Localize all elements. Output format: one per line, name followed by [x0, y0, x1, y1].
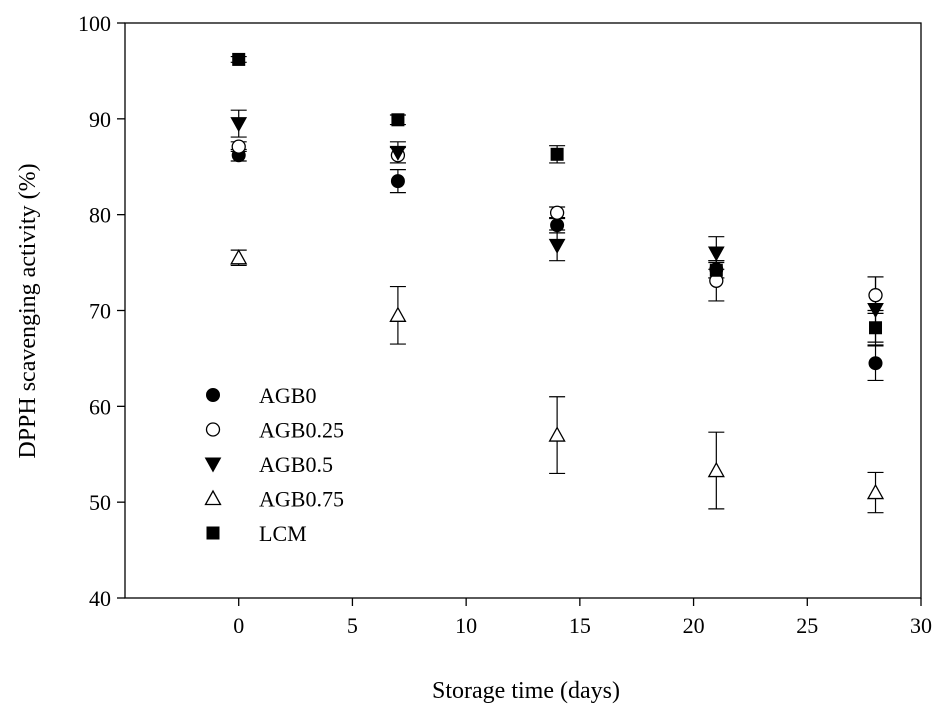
y-tick-label: 60 — [89, 394, 111, 419]
legend-label-agb0-75: AGB0.75 — [259, 487, 344, 512]
data-point-agb0-75 — [548, 426, 566, 442]
data-point-agb0-75 — [866, 483, 885, 500]
data-point-agb0-5 — [867, 303, 884, 319]
y-tick-label: 70 — [89, 299, 111, 324]
legend-label-agb0-5: AGB0.5 — [259, 452, 333, 477]
data-point-agb0-75 — [707, 461, 725, 478]
x-axis-title: Storage time (days) — [432, 678, 620, 704]
axes: 0 5 10 15 20 25 30 40 50 60 70 80 90 100 — [78, 11, 932, 638]
data-point-lcm — [391, 113, 405, 127]
data-point-lcm — [550, 147, 564, 161]
y-tick-label: 40 — [89, 586, 111, 611]
data-point-agb0-25 — [231, 139, 246, 154]
x-tick-label: 25 — [796, 613, 818, 638]
legend-marker-agb0-75 — [204, 489, 222, 506]
data-point-agb0-25 — [868, 288, 883, 303]
data-point-lcm — [869, 321, 883, 335]
y-tick-label: 100 — [78, 11, 111, 36]
data-point-agb0 — [550, 218, 565, 233]
data-point-agb0-5 — [230, 117, 248, 133]
data-point-agb0-5 — [389, 145, 407, 161]
legend-marker-agb0-25 — [205, 422, 221, 437]
data-point-agb0-5 — [548, 238, 566, 254]
x-tick-label: 30 — [910, 613, 932, 638]
y-tick-label: 90 — [89, 107, 111, 132]
x-tick-label: 10 — [455, 613, 477, 638]
legend-label-agb0-25: AGB0.25 — [259, 418, 344, 443]
data-point-agb0 — [390, 174, 405, 189]
data-point-lcm — [232, 52, 246, 66]
data-point-agb0 — [868, 356, 883, 371]
y-axis-title: DPPH scavenging activity (%) — [15, 163, 41, 458]
data-markers — [230, 52, 885, 500]
y-tick-label: 80 — [89, 203, 111, 228]
legend-marker-agb0 — [206, 388, 220, 402]
x-tick-label: 5 — [347, 613, 358, 638]
legend-label-agb0: AGB0 — [259, 383, 316, 408]
x-tick-label: 0 — [233, 613, 244, 638]
data-point-lcm — [709, 263, 723, 277]
legend-marker-lcm — [206, 526, 220, 540]
error-bars — [230, 55, 884, 514]
x-tick-label: 15 — [569, 613, 591, 638]
data-point-agb0-25 — [549, 205, 565, 220]
x-tick-label: 20 — [683, 613, 705, 638]
legend: AGB0 AGB0.25 AGB0.5 AGB0.75 LCM — [204, 383, 344, 546]
plot-frame — [124, 22, 922, 599]
legend-marker-agb0-5 — [204, 457, 222, 473]
data-point-agb0-75 — [230, 248, 248, 265]
data-point-agb0-5 — [707, 246, 725, 262]
data-point-agb0-75 — [389, 306, 407, 322]
legend-label-lcm: LCM — [259, 521, 307, 546]
y-tick-label: 50 — [89, 490, 111, 515]
